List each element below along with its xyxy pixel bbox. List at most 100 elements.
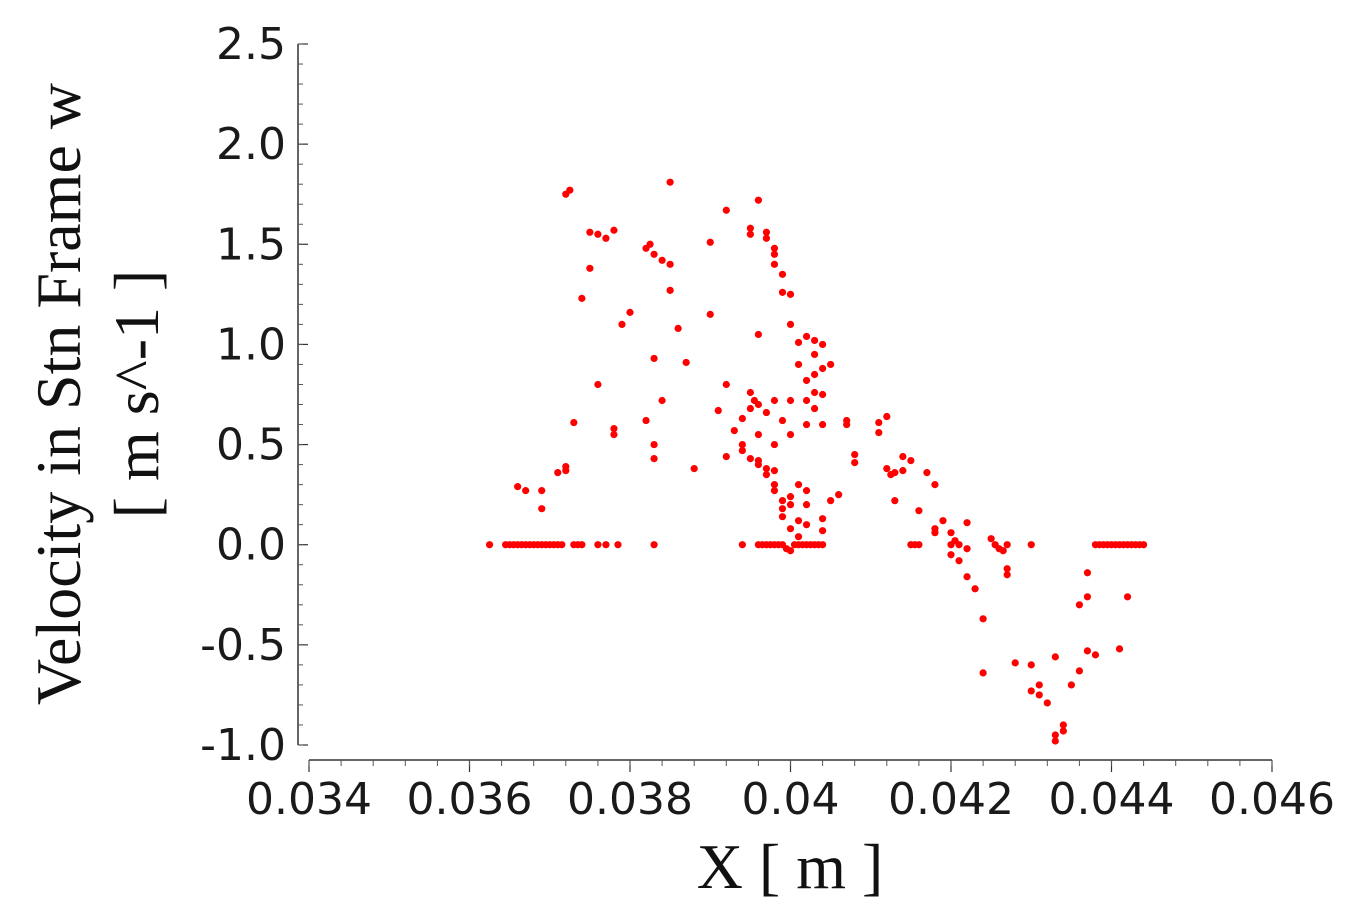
data-point [947,551,955,559]
data-point [947,529,955,537]
data-point [786,430,795,439]
data-point [762,465,771,473]
data-point [730,426,738,435]
data-point [738,541,746,549]
data-point [658,396,666,405]
data-point [602,541,610,549]
data-point [566,186,574,194]
y-tick-label: 1.5 [216,219,286,270]
data-point [802,501,811,509]
data-point [610,424,618,433]
data-point [610,430,618,439]
data-point [1123,593,1132,601]
data-point [955,541,963,549]
data-point [802,332,811,341]
data-point [762,234,771,242]
data-point [794,517,803,525]
data-point [770,244,779,252]
data-point [1075,667,1083,675]
data-point [1083,647,1092,655]
data-point [939,517,947,525]
y-axis-title-line-1: Velocity in Stn Frame w [23,83,94,705]
data-point [714,406,722,415]
data-point [762,408,771,417]
data-point [650,250,658,258]
data-point [1067,681,1075,689]
data-point [786,547,795,555]
data-point [778,288,787,296]
data-point [802,396,811,405]
data-point [883,412,891,421]
data-point [843,420,851,429]
x-tick-label: 0.038 [567,774,693,825]
data-point [746,454,754,463]
x-tick-label: 0.044 [1049,774,1175,825]
y-tick-label: -1.0 [200,720,286,771]
data-point [963,545,971,553]
data-point [778,513,787,521]
data-point [778,505,787,513]
data-point [722,206,730,214]
data-point [819,364,827,373]
data-point [1115,645,1124,653]
data-point [554,469,562,477]
data-point [1035,681,1043,689]
axes: -1.0-0.50.00.51.01.52.02.5 0.034 0.036 0.0… [200,19,1335,825]
data-point [786,396,795,405]
x-tick-label: 0.042 [888,774,1014,825]
data-point [827,497,835,505]
x-tick-label: 0.046 [1209,774,1335,825]
x-axis-ticks: 0.034 0.036 0.038 0.04 0.042 0.044 0.046 [246,760,1335,825]
data-point [907,456,915,465]
data-point [626,308,634,316]
data-point [851,450,859,459]
data-point [819,515,827,523]
x-tick-label: 0.036 [407,774,533,825]
data-point [722,452,730,461]
data-point [810,388,819,397]
data-point [883,465,891,473]
data-point [770,250,779,258]
data-point [754,196,763,204]
data-point [899,467,907,475]
y-tick-label: 0.0 [216,520,286,571]
data-point [786,320,795,328]
data-point [819,527,827,535]
y-tick-label: 2.5 [216,19,286,70]
y-axis-title-line-2: [ m s^-1 ] [101,270,172,519]
data-point [802,420,811,429]
data-point [1011,659,1019,667]
data-point [802,487,811,495]
data-point [706,310,714,318]
data-point [674,324,682,333]
y-axis-title: Velocity in Stn Frame w [ m s^-1 ] [23,83,172,705]
data-point [538,505,546,513]
data-point [522,487,530,495]
data-point [666,286,674,294]
y-tick-label: 0.5 [216,420,286,471]
data-point [746,230,754,238]
data-point [786,501,795,509]
data-point [963,573,971,581]
data-point [610,226,618,234]
data-point [1059,727,1067,735]
data-point [1035,691,1043,699]
x-tick-label: 0.04 [742,774,840,825]
data-point [754,456,763,465]
data-point [754,430,763,439]
data-point [770,396,779,405]
data-point [810,370,819,379]
data-point [570,418,578,427]
data-point [1003,565,1011,573]
data-point [802,521,811,529]
data-point [650,541,658,549]
data-point [931,529,939,537]
data-point [690,465,698,473]
data-point [1051,731,1059,739]
data-point [1003,541,1011,549]
data-point [586,264,594,272]
data-point [594,380,602,389]
data-point [754,330,763,339]
data-point [915,507,923,515]
data-point [1027,541,1035,549]
